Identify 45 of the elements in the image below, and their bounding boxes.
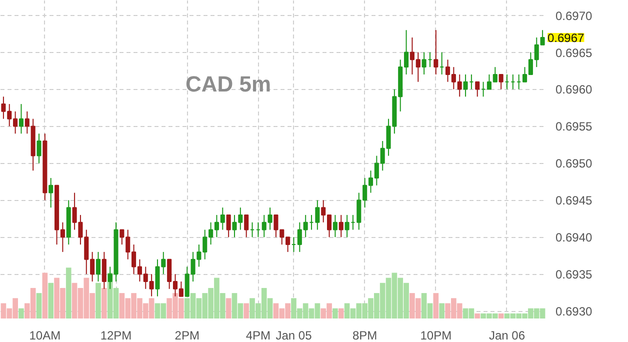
bar: [102, 288, 107, 318]
x-tick-label: Jan 06: [488, 328, 526, 342]
bar: [18, 308, 24, 318]
bar: [226, 298, 232, 318]
y-tick-label: 0.6940: [556, 230, 593, 245]
y-tick-label: 0.6955: [556, 120, 593, 134]
x-tick-label: 8PM: [352, 328, 378, 342]
bar: [433, 293, 439, 318]
x-tick-label: 2PM: [174, 328, 200, 342]
bar: [338, 308, 344, 318]
bar: [48, 282, 54, 318]
candlestick: [338, 214, 344, 238]
candlestick: [244, 214, 249, 238]
bar: [498, 313, 504, 318]
bar: [439, 303, 444, 318]
y-tick-label: 0.6950: [556, 156, 593, 171]
x-tick-label: Jan 05: [276, 328, 312, 342]
bar: [332, 308, 338, 318]
y-tick-label: 0.6960: [556, 82, 593, 97]
bar: [244, 303, 250, 318]
candlestick: [434, 30, 438, 75]
candlestick: [475, 81, 480, 98]
bar: [42, 272, 48, 318]
bar: [474, 313, 480, 318]
x-tick-label: 10AM: [29, 328, 61, 342]
candlestick: [36, 133, 42, 164]
text: CAD 5m: [186, 72, 272, 96]
y-tick-label: 0.6930: [556, 304, 593, 319]
bar: [36, 293, 42, 318]
candlestick: [226, 214, 231, 238]
y-tick-label: 0.6965: [556, 46, 593, 60]
bar: [96, 282, 101, 318]
x-tick-label: 4PM: [246, 328, 271, 342]
candlestick: [332, 214, 338, 238]
y-tick-label: 0.6935: [556, 268, 593, 282]
candlestick: [498, 74, 504, 90]
y-tick-label: 0.6945: [556, 194, 593, 208]
text: 0.6967: [548, 30, 585, 45]
x-tick-label: 12PM: [100, 328, 132, 342]
x-tick-label: 10PM: [420, 328, 452, 342]
candlestick: [48, 177, 54, 208]
candlestick: [96, 251, 101, 282]
bar: [66, 268, 72, 318]
y-tick-label: 0.6970: [556, 8, 593, 23]
candlestick: [18, 104, 24, 134]
